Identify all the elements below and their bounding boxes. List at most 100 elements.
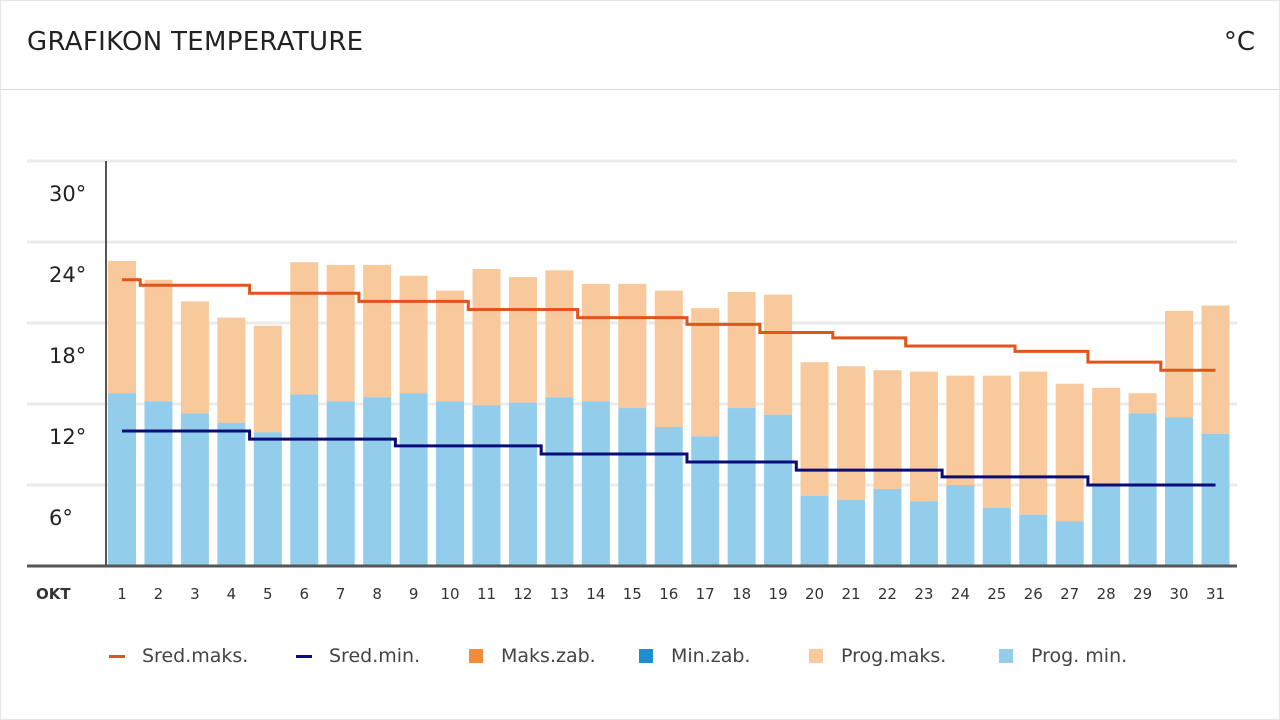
bar-prog-min bbox=[1092, 485, 1121, 566]
x-tick-label: 22 bbox=[878, 585, 897, 603]
bar-prog-maks bbox=[909, 371, 938, 502]
x-tick-label: 16 bbox=[659, 585, 678, 603]
legend-item[interactable]: Sred.min. bbox=[296, 643, 420, 669]
x-tick-label: 12 bbox=[513, 585, 532, 603]
x-tick-label: 18 bbox=[732, 585, 751, 603]
bar-prog-min bbox=[837, 499, 865, 566]
x-tick-label: 8 bbox=[372, 585, 382, 603]
unit-toggle[interactable]: °C bbox=[1223, 27, 1255, 57]
bar-prog-maks bbox=[691, 308, 720, 437]
bar-prog-maks bbox=[217, 317, 246, 423]
x-tick-label: 2 bbox=[154, 585, 164, 603]
bar-prog-maks bbox=[436, 290, 465, 402]
bar-prog-min bbox=[1165, 417, 1194, 566]
bar-prog-maks bbox=[253, 325, 282, 433]
card-header: GRAFIKON TEMPERATURE °C bbox=[1, 1, 1279, 90]
bar-prog-min bbox=[108, 393, 136, 566]
bar-prog-maks bbox=[144, 279, 173, 402]
line-sred-min bbox=[122, 429, 1216, 487]
x-tick-label: 11 bbox=[477, 585, 496, 603]
x-tick-label: 26 bbox=[1024, 585, 1043, 603]
bar-prog-min bbox=[909, 501, 938, 566]
y-tick-label: 18° bbox=[49, 344, 86, 368]
legend-swatch bbox=[469, 649, 483, 663]
bar-prog-min bbox=[1128, 413, 1157, 566]
x-tick-label: 5 bbox=[263, 585, 273, 603]
bar-prog-maks bbox=[727, 291, 756, 409]
legend-item[interactable]: Sred.maks. bbox=[109, 643, 248, 669]
bar-prog-min bbox=[982, 507, 1011, 566]
legend-swatch bbox=[639, 649, 653, 663]
bar-prog-maks bbox=[545, 270, 574, 398]
line-sred-maks bbox=[122, 278, 1216, 372]
bar-prog-min bbox=[1019, 514, 1048, 566]
bar-prog-maks bbox=[363, 264, 392, 398]
y-tick-label: 24° bbox=[49, 263, 86, 287]
bar-prog-maks bbox=[946, 375, 975, 485]
bar-prog-min bbox=[946, 485, 975, 566]
bar-prog-maks bbox=[837, 366, 865, 500]
bar-prog-maks bbox=[1092, 387, 1121, 485]
x-tick-label: 23 bbox=[914, 585, 933, 603]
bar-prog-maks bbox=[581, 283, 610, 402]
bars-layer bbox=[108, 260, 1230, 566]
bar-prog-maks bbox=[1019, 371, 1048, 515]
y-tick-label: 12° bbox=[49, 425, 86, 449]
bar-prog-maks bbox=[290, 262, 319, 395]
bar-prog-maks bbox=[1165, 310, 1194, 418]
x-tick-label: 1 bbox=[117, 585, 127, 603]
bar-prog-min bbox=[399, 393, 428, 566]
bar-prog-maks bbox=[108, 260, 136, 394]
bar-prog-min bbox=[800, 495, 829, 566]
bar-prog-min bbox=[180, 413, 209, 566]
x-tick-label: 28 bbox=[1097, 585, 1116, 603]
lines-layer bbox=[122, 278, 1216, 487]
y-tick-label: 6° bbox=[49, 506, 73, 530]
bar-prog-maks bbox=[764, 294, 793, 415]
legend-swatch bbox=[809, 649, 823, 663]
x-tick-label: 27 bbox=[1060, 585, 1079, 603]
x-tick-label: 6 bbox=[299, 585, 309, 603]
legend-label: Sred.min. bbox=[329, 645, 421, 667]
x-tick-label: 24 bbox=[951, 585, 970, 603]
bar-prog-min bbox=[1201, 433, 1230, 566]
x-tick-label: 21 bbox=[841, 585, 860, 603]
x-month-label: OKT bbox=[36, 585, 71, 603]
x-tick-label: 3 bbox=[190, 585, 200, 603]
bar-prog-maks bbox=[1128, 393, 1157, 414]
bar-prog-maks bbox=[618, 283, 647, 409]
bar-prog-maks bbox=[472, 269, 501, 406]
legend-label: Maks.zab. bbox=[501, 645, 596, 667]
x-tick-label: 30 bbox=[1170, 585, 1189, 603]
bar-prog-min bbox=[436, 401, 465, 566]
legend-item[interactable]: Min.zab. bbox=[639, 643, 750, 669]
bar-prog-min bbox=[654, 426, 683, 566]
legend-label: Sred.maks. bbox=[142, 645, 249, 667]
labels-layer: 6°12°18°24°30°OKT 1 2 3 4 5 6 7 8 9 10 11 12 13 14 15 16… bbox=[36, 182, 1225, 603]
bar-prog-maks bbox=[180, 301, 209, 414]
bar-prog-maks bbox=[1055, 383, 1084, 522]
temperature-chart: 6°12°18°24°30°OKT 1 2 3 4 5 6 7 8 9 10 11 12 13 14 15 16… bbox=[27, 159, 1237, 603]
y-tick-label: 30° bbox=[49, 182, 86, 206]
legend-item[interactable]: Prog.maks. bbox=[809, 643, 946, 669]
x-tick-label: 15 bbox=[623, 585, 642, 603]
bar-prog-min bbox=[1055, 521, 1084, 566]
bar-prog-min bbox=[691, 436, 720, 566]
page-title: GRAFIKON TEMPERATURE bbox=[27, 27, 364, 57]
x-tick-label: 14 bbox=[586, 585, 605, 603]
x-tick-label: 9 bbox=[409, 585, 419, 603]
bar-prog-min bbox=[581, 401, 610, 566]
bar-prog-min bbox=[363, 397, 392, 566]
legend-item[interactable]: Prog. min. bbox=[999, 643, 1127, 669]
legend-label: Min.zab. bbox=[671, 645, 751, 667]
x-tick-label: 4 bbox=[227, 585, 237, 603]
bar-prog-maks bbox=[654, 290, 683, 427]
legend-item[interactable]: Maks.zab. bbox=[469, 643, 596, 669]
bar-prog-maks bbox=[800, 362, 829, 496]
bar-prog-maks bbox=[326, 264, 355, 402]
bar-prog-min bbox=[217, 422, 246, 566]
chart-legend: Sred.maks. Sred.min. Maks.zab. Min.zab. Prog… bbox=[109, 643, 1209, 673]
legend-swatch bbox=[296, 654, 312, 658]
x-tick-label: 17 bbox=[696, 585, 715, 603]
